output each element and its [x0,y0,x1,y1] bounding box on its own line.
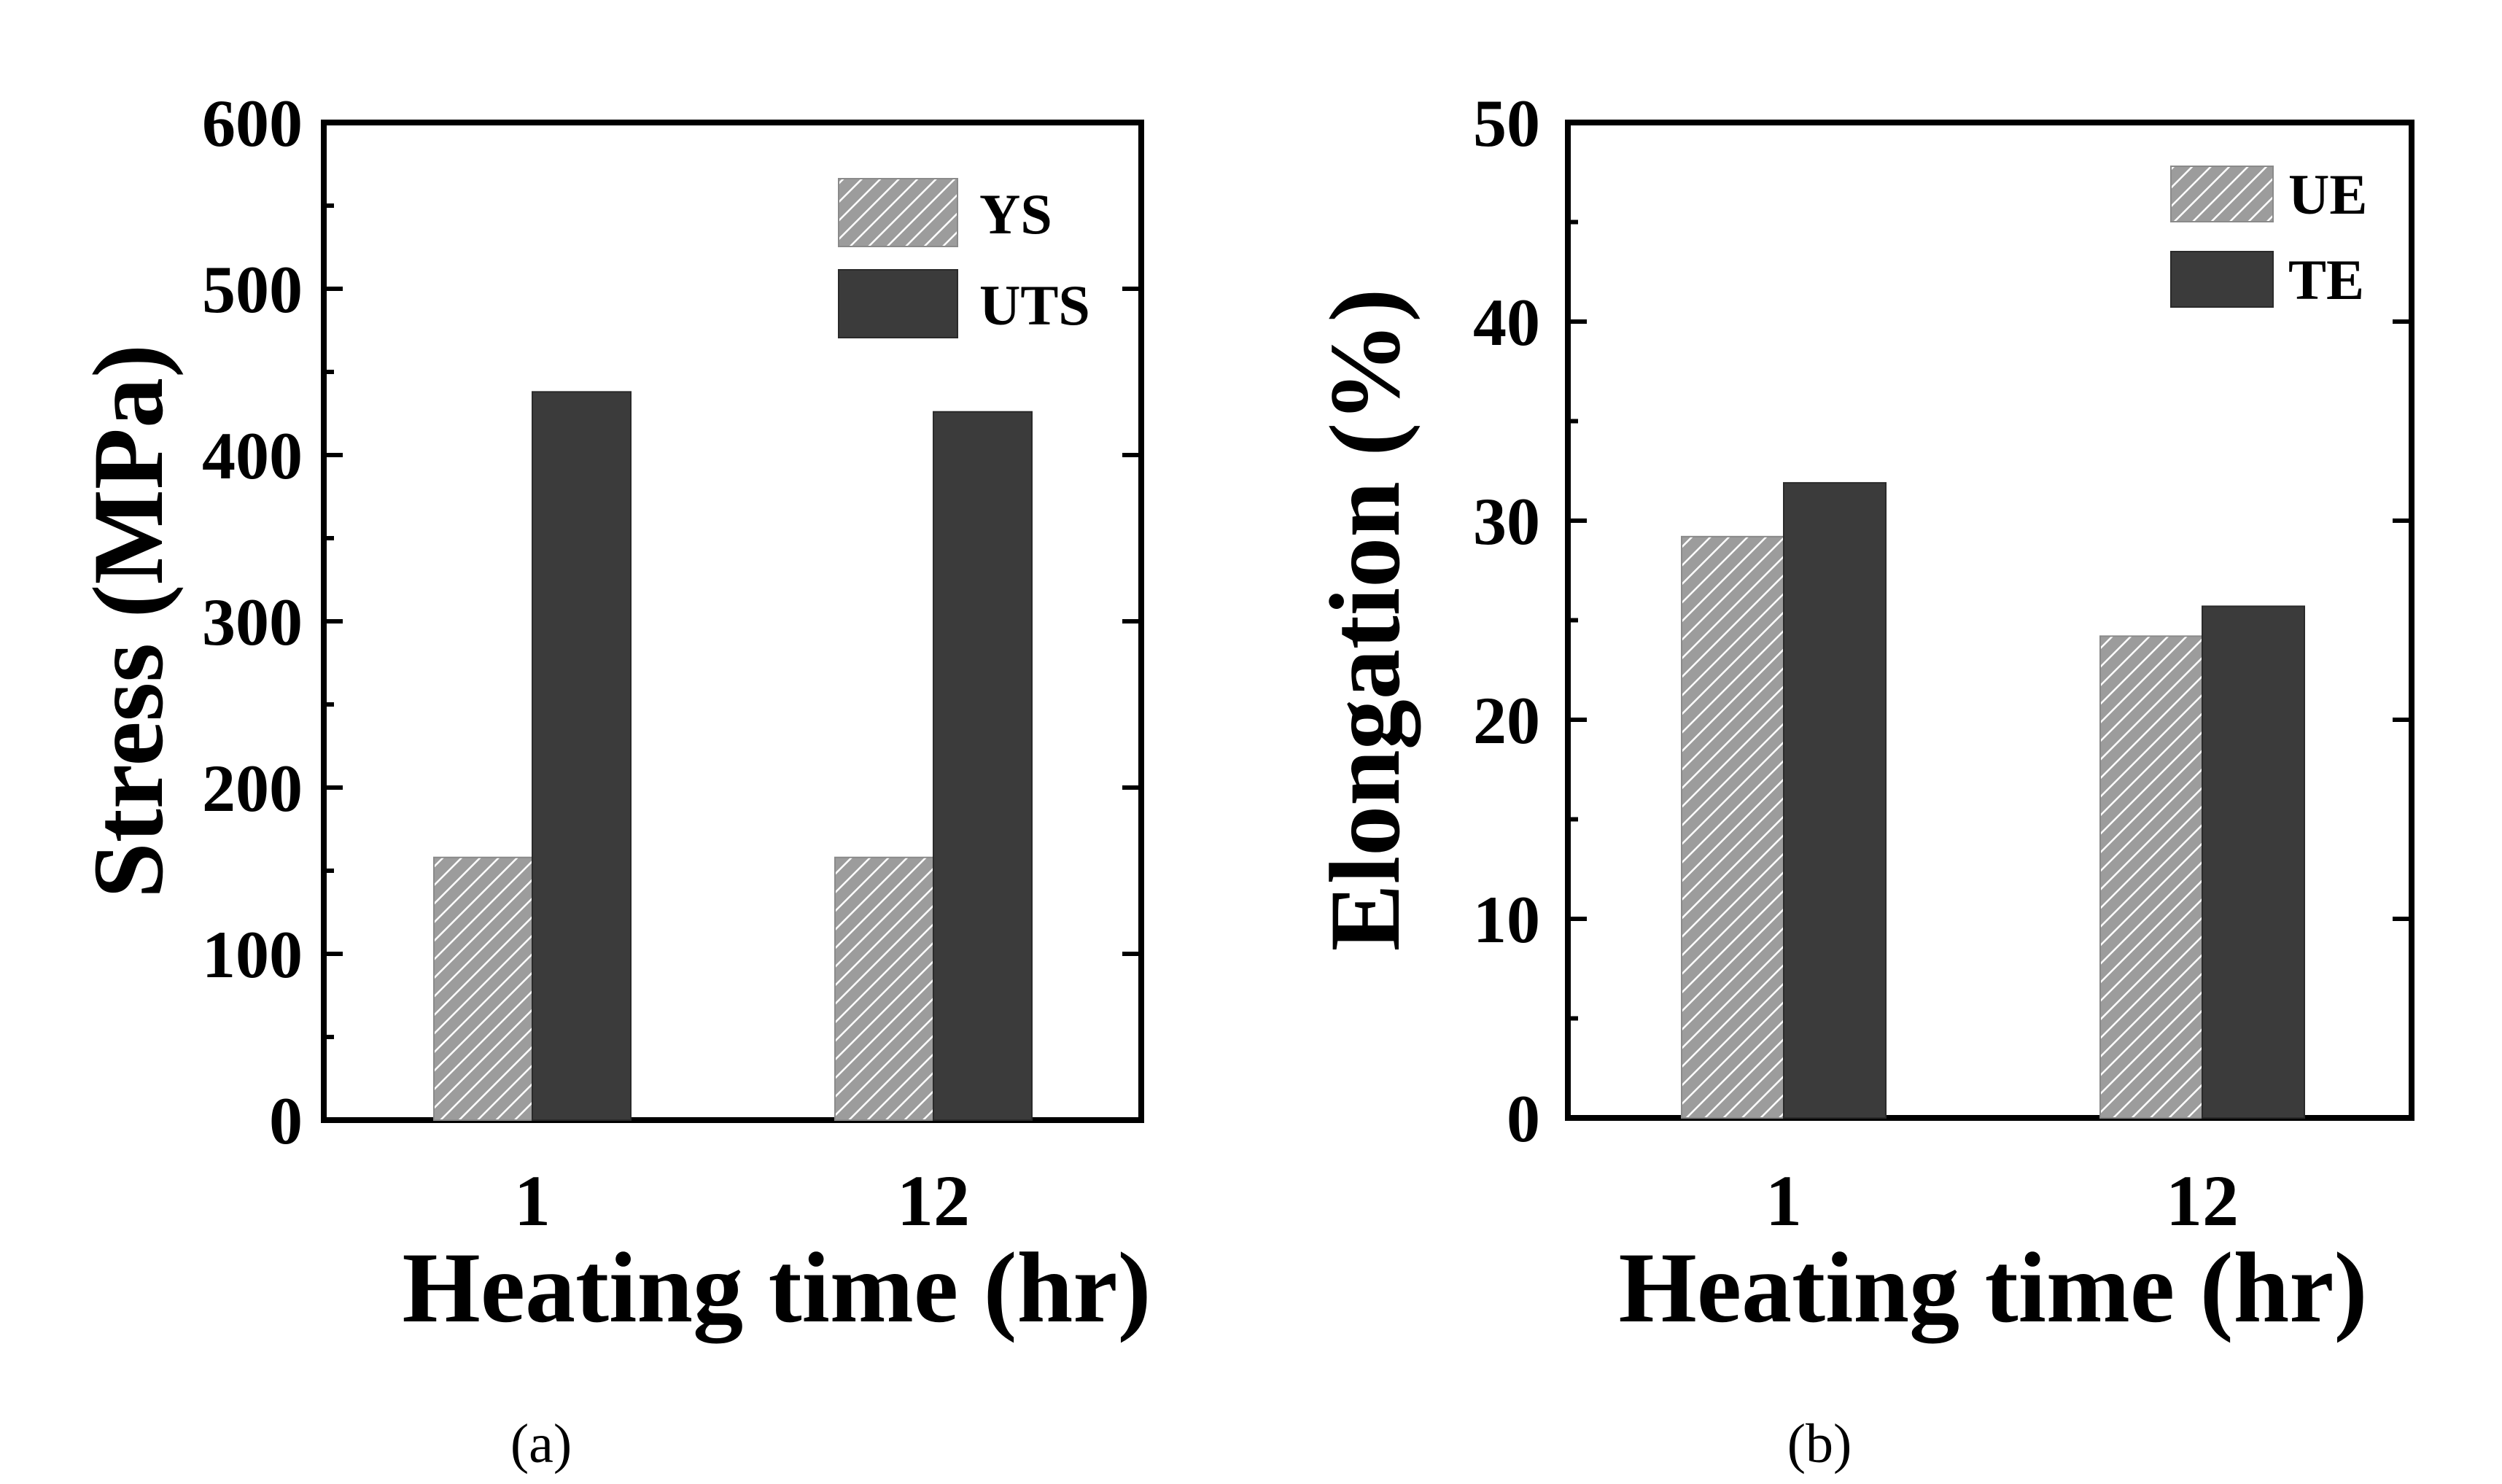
elongation-y-tick-label: 20 [1473,683,1540,758]
legend-label-ue: UE [2288,163,2367,226]
stress-x-tick-label: 12 [897,1160,970,1241]
elongation-y-tick-label: 50 [1473,86,1540,160]
stress-y-tick-label: 400 [202,419,303,493]
stress-bars [433,391,1033,1121]
legend-swatch-ue [2170,166,2274,222]
elongation-y-tick-label: 0 [1507,1081,1540,1156]
elongation-y-tick-label: 10 [1473,882,1540,957]
stress-x-tick-label: 1 [514,1160,551,1241]
elongation-bar-ue-1 [1681,535,1784,1119]
stress-y-tick-label: 300 [202,585,303,659]
elongation-bars [1681,482,2305,1119]
stress-y-tick-label: 600 [202,86,303,160]
stress-y-axis-label: Stress (MPa) [72,344,184,898]
elongation-chart-panel: 0 10 20 30 40 50 1 12 Elongation (%) Heating t… [1309,86,2414,1475]
elongation-bar-te-12 [2202,605,2305,1119]
elongation-legend: UE TE [2170,163,2367,311]
stress-y-tick-label: 0 [269,1084,303,1158]
elongation-x-axis-label: Heating time (hr) [1618,1232,2367,1343]
stress-y-tick-labels: 0 100 200 300 400 500 600 [202,86,303,1158]
legend-swatch-ys [838,178,958,247]
stress-y-tick-label: 100 [202,917,303,992]
caption-a: (a) [510,1413,572,1475]
stress-y-tick-label: 500 [202,252,303,327]
elongation-y-tick-label: 30 [1473,484,1540,559]
legend-label-uts: UTS [979,273,1090,337]
elongation-bar-te-1 [1783,482,1887,1119]
elongation-x-tick-label: 12 [2166,1160,2239,1241]
stress-bar-ys-12 [834,856,934,1121]
elongation-bar-ue-12 [2099,635,2203,1119]
legend-swatch-uts [838,269,958,338]
stress-bar-ys-1 [433,856,533,1121]
caption-b: (b) [1787,1413,1852,1475]
stress-bar-uts-12 [933,411,1033,1121]
elongation-y-ticks [1568,120,2412,1120]
elongation-x-tick-labels: 1 12 [1765,1160,2239,1241]
elongation-y-tick-label: 40 [1473,285,1540,360]
stress-chart-panel: 0 100 200 300 400 500 600 1 12 Stress (MPa) Hea… [72,86,1151,1475]
elongation-y-tick-labels: 0 10 20 30 40 50 [1473,86,1540,1156]
elongation-x-tick-label: 1 [1765,1160,1802,1241]
stress-y-tick-label: 200 [202,751,303,825]
legend-swatch-te [2170,251,2274,308]
legend-label-ys: YS [979,182,1052,246]
stress-bar-uts-1 [532,391,632,1121]
stress-x-tick-labels: 1 12 [514,1160,970,1241]
legend-label-te: TE [2288,248,2364,311]
stress-x-axis-label: Heating time (hr) [402,1232,1151,1343]
stress-legend: YS UTS [838,178,1090,338]
elongation-y-axis-label: Elongation (%) [1309,289,1421,952]
